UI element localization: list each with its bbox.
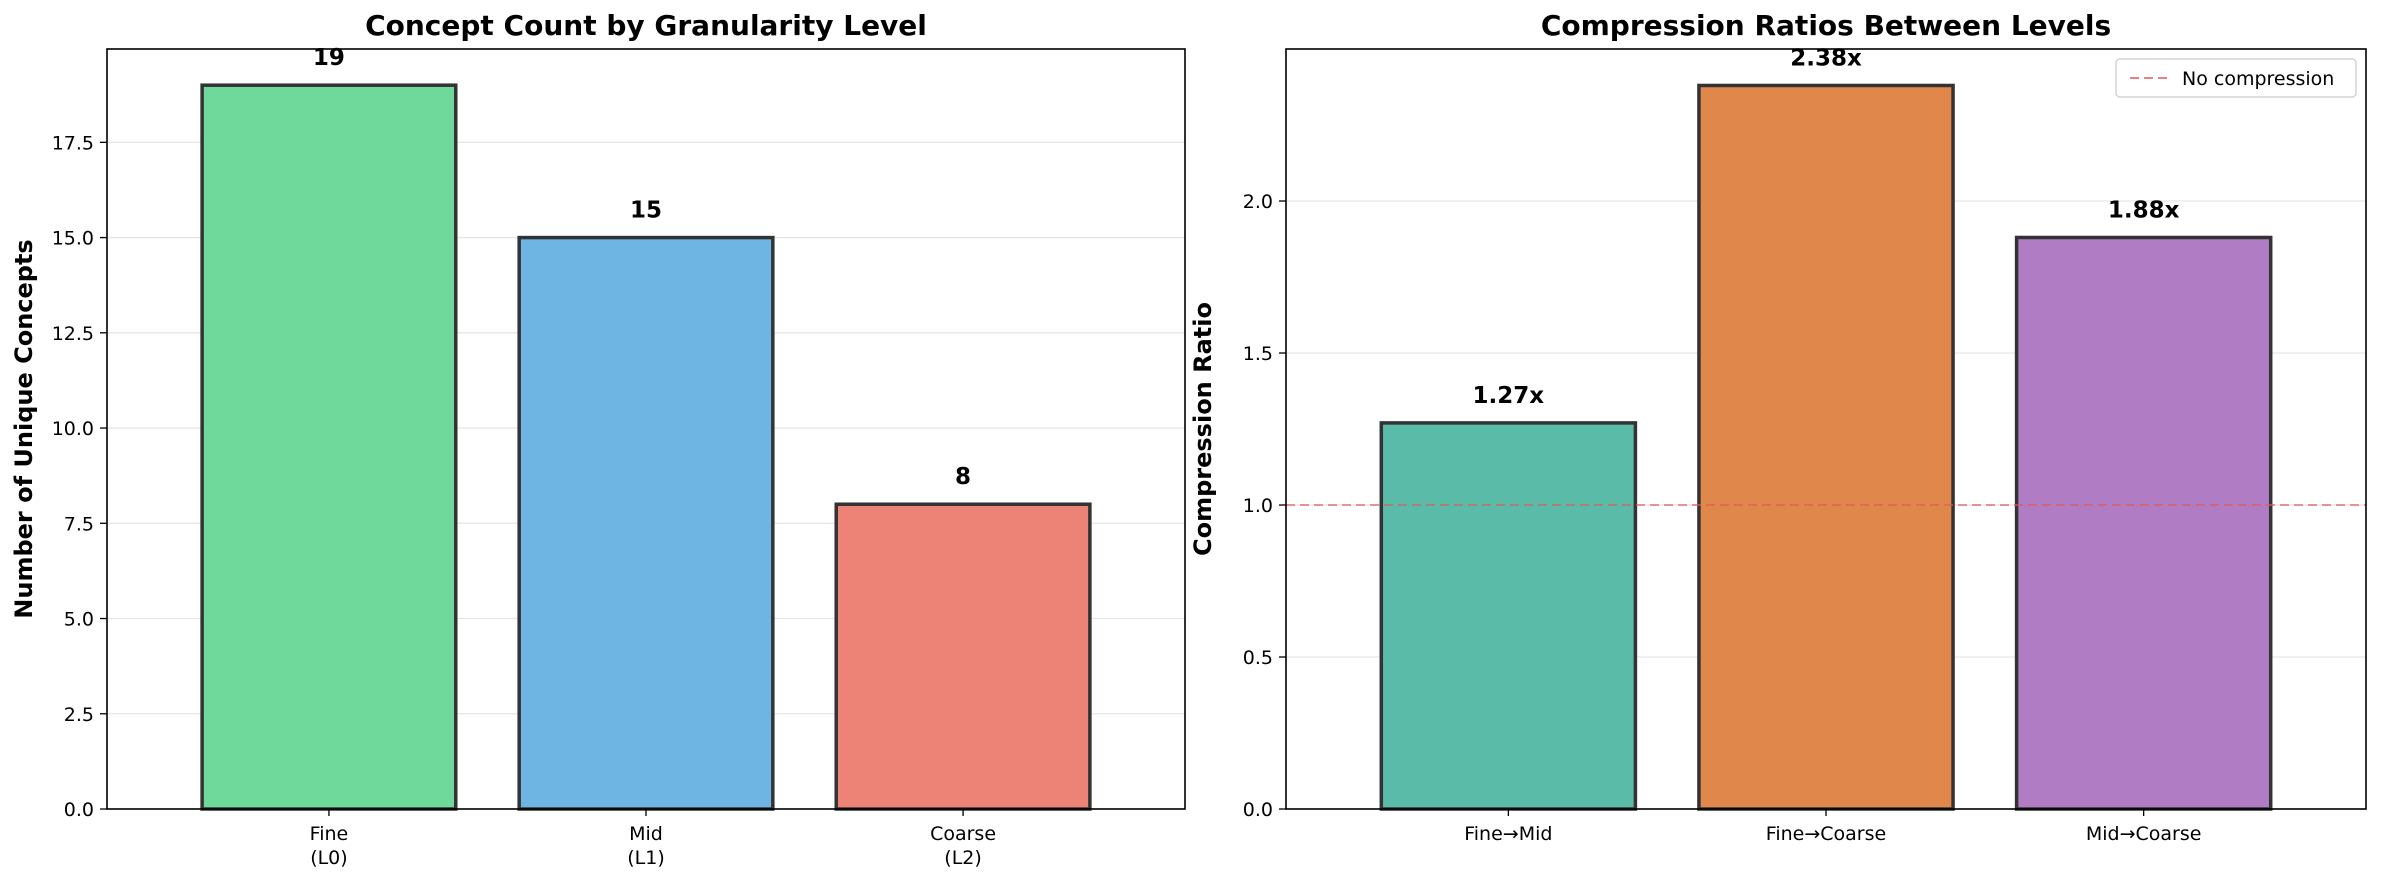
x-tick-label: Fine→Mid xyxy=(1464,823,1552,845)
bar xyxy=(834,502,1092,811)
y-tick-label: 0.5 xyxy=(1243,647,1273,669)
data-label: 1.88x xyxy=(2108,197,2180,223)
bar xyxy=(200,83,458,811)
y-axis-label: Compression Ratio xyxy=(1189,302,1217,556)
y-tick-label: 12.5 xyxy=(52,323,94,345)
bar xyxy=(517,235,775,811)
axes-frame xyxy=(106,48,1186,810)
y-tick-label: 0.0 xyxy=(1243,799,1273,821)
data-label: 2.38x xyxy=(1790,45,1862,71)
y-tick-label: 10.0 xyxy=(52,418,94,440)
y-tick-label: 1.5 xyxy=(1243,343,1273,365)
bar xyxy=(2014,235,2273,811)
y-axis-label: Number of Unique Concepts xyxy=(10,239,38,618)
legend-entry: No compression xyxy=(2182,68,2334,90)
data-label: 1.27x xyxy=(1473,383,1545,409)
y-tick-label: 15.0 xyxy=(52,228,94,250)
x-tick-label: Mid→Coarse xyxy=(2086,823,2202,845)
legend-frame xyxy=(2115,58,2357,98)
data-label: 15 xyxy=(630,198,662,224)
x-tick-label: Fine→Coarse xyxy=(1766,823,1886,845)
x-tick-label: (L0) xyxy=(310,847,348,869)
x-tick-label: Fine xyxy=(310,823,349,845)
bar xyxy=(1697,83,1955,811)
x-tick-label: (L2) xyxy=(944,847,982,869)
bar xyxy=(1379,421,1638,811)
y-tick-label: 2.5 xyxy=(64,704,94,726)
data-label: 8 xyxy=(955,464,971,490)
chart-panel-1: 19Fine(L0)15Mid(L1)8Coarse(L2)0.02.55.07… xyxy=(10,9,1186,869)
y-tick-label: 1.0 xyxy=(1243,495,1273,517)
x-tick-label: Coarse xyxy=(930,823,996,845)
chart-title: Compression Ratios Between Levels xyxy=(1541,9,2111,42)
chart-title: Concept Count by Granularity Level xyxy=(365,9,927,42)
y-tick-label: 2.0 xyxy=(1243,191,1273,213)
legend: No compression xyxy=(2115,58,2357,98)
chart-panel-2: 1.27x Fine→Mid 2.38x Fine→Coarse 1.88x Mid→Co… xyxy=(1189,9,2367,845)
x-tick-label: Mid xyxy=(629,823,663,845)
y-tick-label: 5.0 xyxy=(64,609,94,631)
y-tick-label: 0.0 xyxy=(64,799,94,821)
x-tick-label: (L1) xyxy=(627,847,665,869)
y-tick-label: 7.5 xyxy=(64,513,94,535)
axes-frame xyxy=(1285,48,2367,810)
y-tick-label: 17.5 xyxy=(52,132,94,154)
